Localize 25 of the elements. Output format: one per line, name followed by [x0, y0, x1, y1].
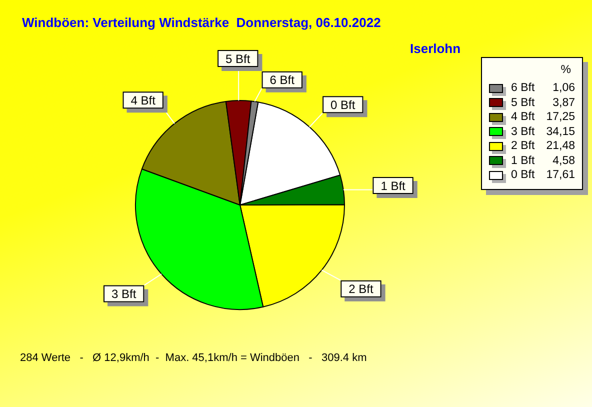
legend-label: 6 Bft [511, 82, 535, 94]
slice-label: 2 Bft [348, 282, 374, 296]
text: 284 Werte - Ø 12,9km/h - Max. 45,1km/h = Windböen - 309.4 km [20, 352, 367, 364]
legend-label: 4 Bft [511, 111, 535, 124]
slice-label: 0 Bft [330, 98, 356, 112]
chart-title: Windböen: Verteilung Windstärke Donnerstag, 06.10.2022 [22, 15, 381, 30]
legend-title: % [560, 64, 572, 78]
slice-label: 3 Bft [111, 287, 137, 302]
legend-label: 3 Bft [511, 126, 535, 138]
data-label: 3,87 [552, 96, 575, 109]
data-label: 21,48 [545, 140, 575, 152]
legend-label: 5 Bft [511, 96, 535, 109]
chart-subtitle: Iserlohn [410, 41, 461, 56]
legend-label: 2 Bft [511, 140, 535, 152]
data-label: 34,15 [545, 126, 575, 138]
slice-label: 6 Bft [270, 73, 296, 88]
slice-label: 4 Bft [130, 93, 156, 108]
legend-label: 0 Bft [511, 169, 535, 182]
slice-label: 5 Bft [226, 52, 251, 66]
data-label: 4,58 [552, 154, 575, 167]
data-label: 1,06 [552, 82, 575, 94]
data-label: 17,61 [545, 169, 575, 182]
data-label: 17,25 [545, 111, 575, 124]
slice-label: 1 Bft [380, 178, 406, 193]
legend-label: 1 Bft [511, 154, 535, 167]
